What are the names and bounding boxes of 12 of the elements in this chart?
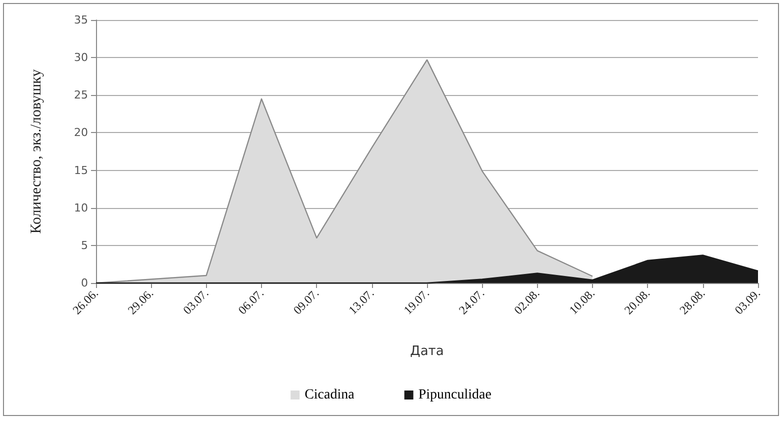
legend-label: Cicadina [304, 388, 356, 402]
y-tick-label: 25 [74, 88, 88, 102]
y-tick-label: 15 [74, 164, 88, 177]
y-axis-title: Количество, экз./ловушку [28, 68, 44, 234]
y-tick-label: 10 [74, 201, 88, 214]
y-tick-label: 20 [74, 126, 88, 140]
y-tick-label: 35 [74, 14, 88, 26]
y-tick-label: 30 [74, 51, 88, 64]
legend-label: Pipunculidae [418, 388, 492, 402]
y-tick-label: 5 [81, 238, 88, 252]
x-axis-title: Дата [410, 344, 444, 359]
y-tick-label: 0 [81, 276, 88, 290]
